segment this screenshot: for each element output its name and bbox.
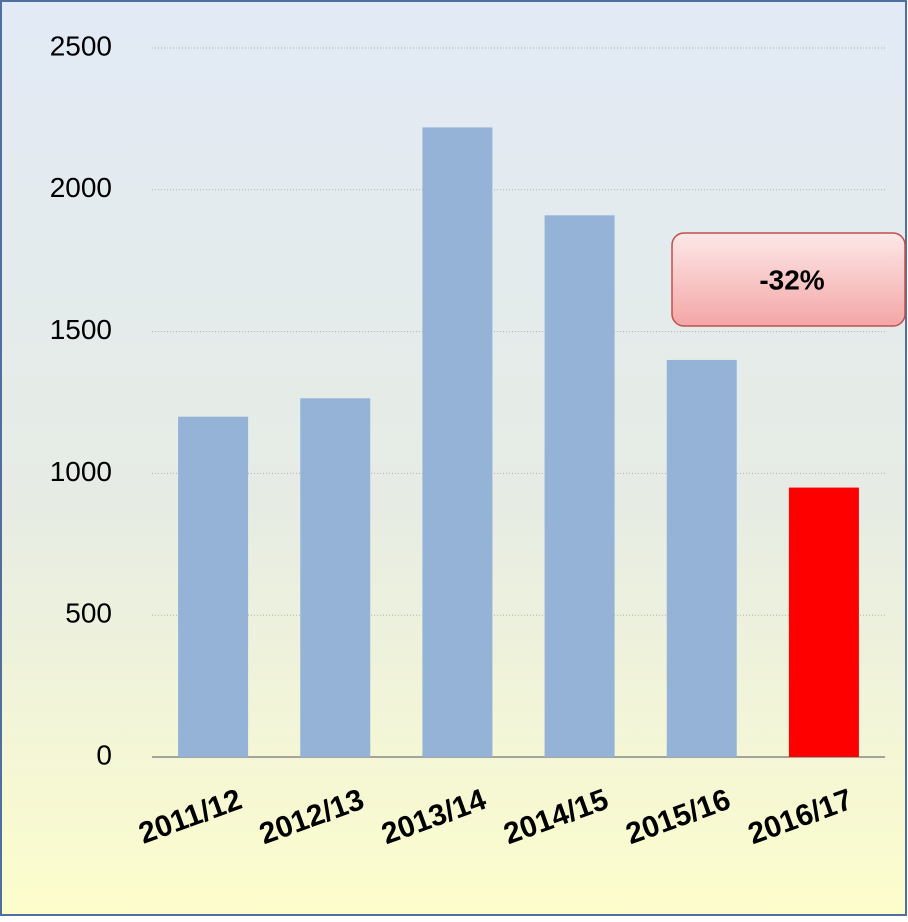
annotation: -32%: [759, 264, 824, 295]
bar: [178, 416, 249, 757]
bar: [422, 127, 493, 757]
y-tick-label: 2500: [50, 30, 112, 61]
y-tick-label: 0: [96, 739, 112, 770]
bar: [300, 398, 371, 757]
y-tick-label: 500: [65, 598, 112, 629]
y-tick-label: 1000: [50, 456, 112, 487]
bar: [788, 487, 859, 757]
annotation-box: [671, 232, 906, 327]
y-tick-label: 1500: [50, 314, 112, 345]
bar: [544, 215, 615, 758]
y-tick-label: 2000: [50, 172, 112, 203]
bar: [666, 359, 737, 757]
